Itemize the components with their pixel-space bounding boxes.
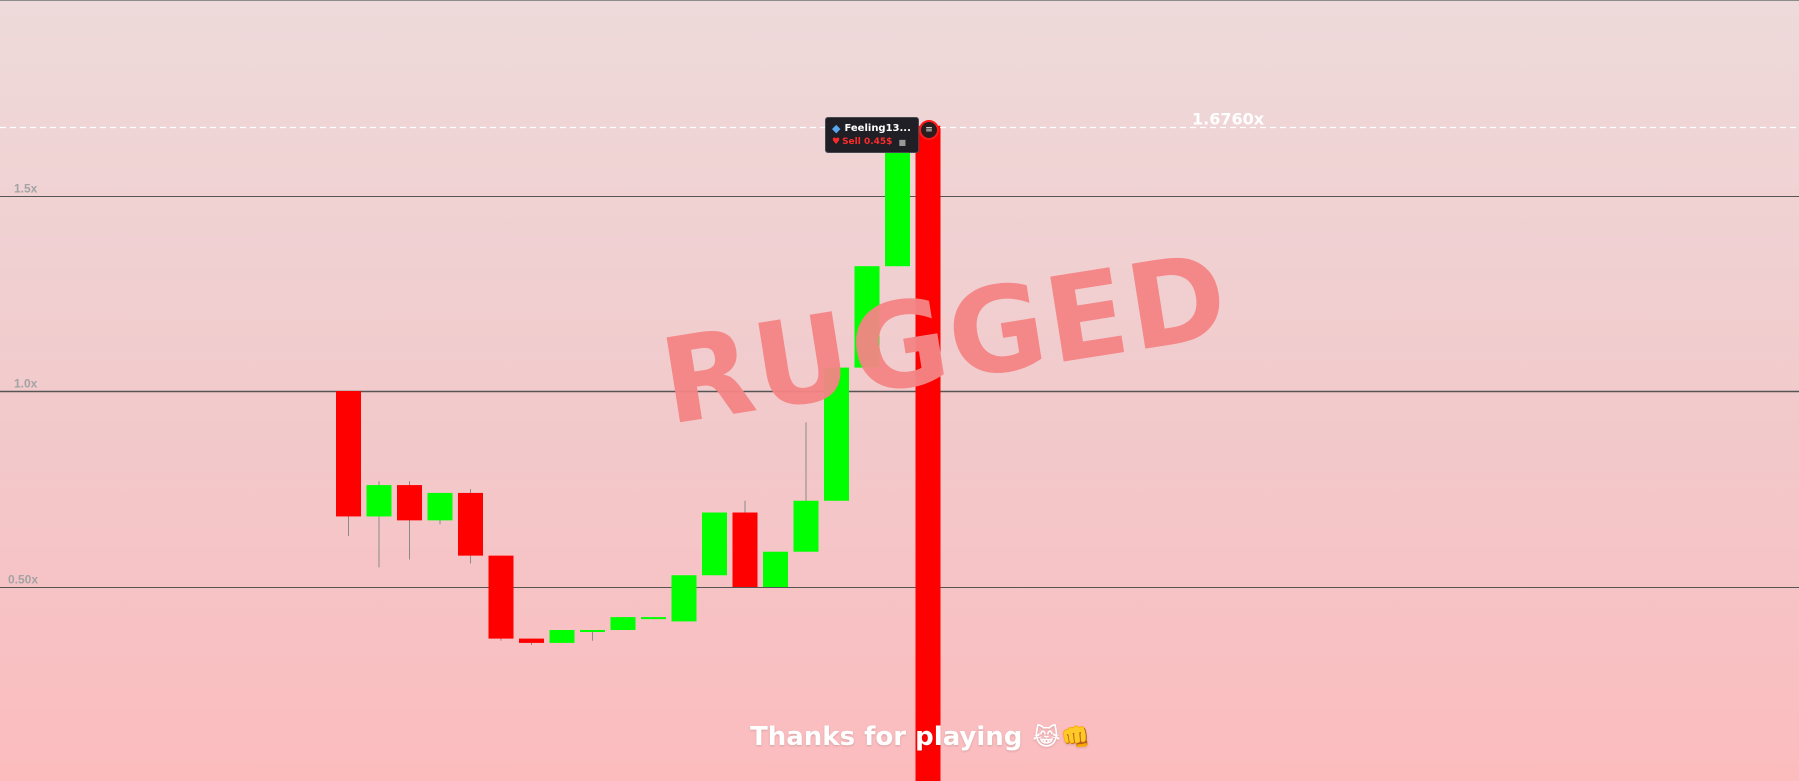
gridline-label: 1.5x xyxy=(14,182,38,196)
candle-body xyxy=(427,492,453,521)
candle-body xyxy=(702,512,727,576)
candle-body xyxy=(488,555,514,639)
crash-point-icon: ≡ xyxy=(919,120,939,140)
player-tag[interactable]: ◆ Feeling13... ♥ Sell 0.45$ ■ xyxy=(825,117,919,153)
gridline-label: 0.50x xyxy=(8,573,38,587)
candle-body xyxy=(397,485,422,521)
peak-label: 1.6760x xyxy=(1192,110,1265,129)
gridline-label: 1.0x xyxy=(14,377,38,391)
candle-body xyxy=(366,485,392,517)
candle-body xyxy=(671,575,697,622)
wolf-icon: ◆ xyxy=(832,121,841,135)
peak-marker: 1.6760x xyxy=(0,110,1799,129)
chip-icon: ■ xyxy=(898,137,906,147)
candle-body xyxy=(549,630,575,643)
laugh-fist-emoji: 😹👊 xyxy=(1032,723,1091,751)
candle-body xyxy=(519,638,544,643)
player-action: Sell 0.45$ xyxy=(842,137,893,147)
candles xyxy=(336,125,941,781)
candle-body xyxy=(641,617,666,620)
candle-body xyxy=(732,512,758,587)
candle-body xyxy=(915,125,941,781)
heart-icon: ♥ xyxy=(832,137,841,147)
candle-body xyxy=(610,617,636,630)
candle-body xyxy=(763,551,788,587)
footer-message: Thanks for playing 😹👊 xyxy=(750,722,1090,756)
gridlines: 1.5x 1.0x 0.50x xyxy=(0,182,1799,588)
candle-body xyxy=(336,391,361,517)
player-name: Feeling13... xyxy=(844,122,911,134)
candle-body xyxy=(458,492,483,556)
footer-text: Thanks for playing xyxy=(750,722,1023,752)
candle-body xyxy=(854,266,880,368)
candle-body xyxy=(793,500,819,552)
candle-body xyxy=(824,367,849,501)
candle-body xyxy=(580,630,605,632)
